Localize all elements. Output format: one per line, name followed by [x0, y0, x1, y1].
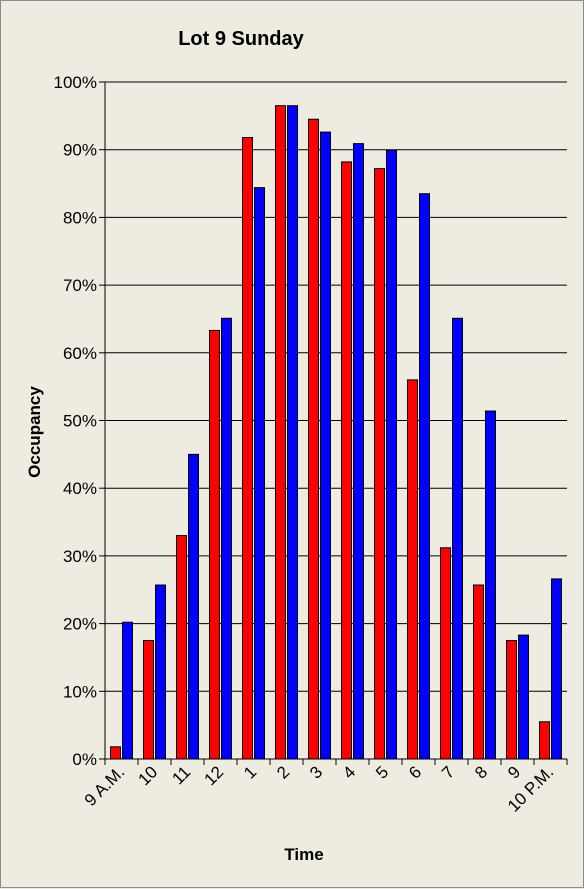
bar	[419, 193, 430, 760]
x-tick-label: 8	[471, 762, 491, 782]
bar	[122, 621, 133, 760]
bar	[221, 317, 232, 760]
bar	[287, 105, 298, 760]
bar	[155, 584, 166, 760]
bar	[452, 317, 463, 760]
axes	[99, 81, 568, 765]
y-tick-label: 0%	[72, 750, 97, 769]
bar	[386, 149, 397, 760]
bar	[506, 640, 517, 760]
x-axis-label: Time	[284, 845, 323, 864]
bar	[320, 131, 331, 760]
x-tick-label: 3	[306, 762, 326, 782]
x-tick-label: 1	[240, 762, 260, 782]
chart-title: Lot 9 Sunday	[178, 28, 304, 50]
y-tick-label: 100%	[54, 73, 97, 92]
y-tick-labels: 0% 10% 20% 30% 40% 50% 60% 70% 80% 90% 100%	[54, 73, 97, 769]
y-tick-label: 30%	[63, 547, 97, 566]
bar	[143, 640, 154, 760]
bar	[539, 721, 550, 760]
y-tick-label: 40%	[63, 479, 97, 498]
y-tick-label: 90%	[63, 141, 97, 160]
bar	[275, 105, 286, 760]
bar	[209, 329, 220, 760]
x-tick-labels: 9 A.M. 10 11 12 1 2 3 4 5 6 7 8 910 P.M.	[81, 762, 558, 815]
x-tick-label: 2	[273, 762, 293, 782]
x-tick-label: 10	[135, 762, 162, 789]
x-tick-label: 9 A.M.	[81, 762, 129, 810]
bar	[518, 634, 529, 760]
x-tick-label: 4	[339, 762, 359, 782]
x-tick-label: 7	[438, 762, 458, 782]
y-tick-label: 80%	[63, 208, 97, 227]
gridlines	[105, 81, 567, 692]
y-tick-label: 70%	[63, 276, 97, 295]
bars	[110, 105, 562, 760]
x-tick-label: 5	[372, 762, 392, 782]
y-tick-label: 20%	[63, 615, 97, 634]
x-tick-label: 11	[168, 762, 194, 788]
bar	[254, 187, 265, 760]
bar	[308, 118, 319, 760]
y-tick-label: 60%	[63, 344, 97, 363]
bar	[374, 168, 385, 760]
bar	[551, 578, 562, 760]
bar	[242, 137, 253, 760]
bar	[341, 161, 352, 760]
y-axis-label: Occupancy	[25, 386, 44, 478]
bar	[176, 535, 187, 760]
bar	[353, 143, 364, 760]
bar	[440, 547, 451, 760]
x-tick-label: 9	[504, 762, 524, 782]
bar	[485, 410, 496, 760]
bar	[407, 379, 418, 760]
x-tick-label: 6	[405, 762, 425, 782]
bar	[473, 584, 484, 760]
bar	[110, 746, 121, 760]
x-tick-label: 12	[201, 762, 228, 789]
y-tick-label: 50%	[63, 412, 97, 431]
bar	[188, 453, 199, 760]
y-tick-label: 10%	[63, 682, 97, 701]
